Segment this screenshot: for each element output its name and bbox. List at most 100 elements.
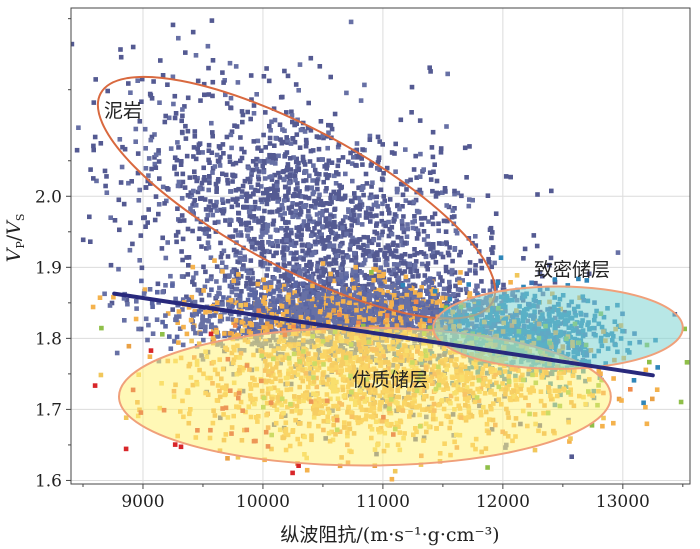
data-point	[370, 281, 375, 287]
data-point	[402, 291, 407, 296]
data-point	[268, 291, 273, 297]
data-point	[188, 190, 194, 195]
data-point	[343, 275, 348, 281]
data-point	[449, 214, 455, 220]
data-point	[117, 227, 122, 233]
data-point	[217, 285, 222, 291]
data-point	[195, 189, 201, 195]
data-point	[367, 302, 372, 308]
data-point	[237, 255, 243, 261]
data-point	[395, 234, 401, 240]
data-point	[426, 310, 432, 315]
data-point	[386, 268, 392, 273]
data-point	[381, 276, 387, 281]
data-point	[358, 98, 364, 103]
data-point	[438, 146, 444, 151]
data-point	[263, 110, 268, 115]
data-point	[404, 318, 409, 323]
data-point	[598, 371, 603, 376]
data-point	[216, 219, 221, 225]
data-point	[380, 290, 385, 295]
data-point	[271, 299, 276, 304]
data-point	[307, 259, 312, 265]
data-point	[227, 234, 232, 240]
data-point	[180, 179, 186, 185]
data-point	[238, 135, 243, 140]
data-point	[329, 200, 334, 205]
data-point	[387, 226, 392, 232]
data-point	[188, 206, 193, 211]
data-point	[239, 189, 245, 194]
data-point	[402, 261, 408, 266]
data-point	[313, 292, 319, 297]
data-point	[320, 261, 326, 266]
data-point	[310, 178, 315, 183]
data-point	[416, 307, 422, 312]
data-point	[278, 95, 284, 100]
data-point	[143, 224, 148, 229]
data-point	[138, 326, 144, 332]
data-point	[391, 267, 397, 273]
data-point	[240, 119, 245, 125]
data-point	[206, 227, 211, 232]
data-point	[384, 284, 390, 290]
data-point	[340, 262, 345, 267]
data-point	[326, 262, 332, 267]
data-point	[473, 270, 478, 276]
data-point	[383, 250, 388, 256]
data-point	[200, 318, 205, 323]
data-point	[275, 187, 280, 193]
data-point	[403, 287, 409, 292]
data-point	[282, 68, 287, 74]
data-point	[335, 144, 341, 150]
data-point	[380, 321, 385, 327]
data-point	[275, 262, 281, 267]
data-point	[411, 296, 417, 301]
data-point	[333, 314, 339, 320]
data-point	[434, 303, 439, 308]
data-point	[399, 238, 404, 244]
data-point	[422, 308, 428, 314]
data-point	[252, 199, 258, 205]
data-point	[245, 275, 250, 281]
data-point	[343, 171, 348, 177]
data-point	[369, 240, 375, 246]
data-point	[439, 307, 445, 313]
data-point	[421, 237, 427, 242]
data-point	[218, 314, 223, 319]
data-point	[361, 234, 367, 240]
data-point	[234, 292, 239, 298]
data-point	[387, 210, 392, 216]
data-point	[366, 239, 372, 244]
data-point	[485, 193, 491, 198]
data-point	[235, 280, 240, 286]
data-point	[275, 243, 281, 249]
data-point	[269, 174, 274, 179]
data-point	[369, 249, 374, 255]
data-point	[271, 288, 277, 294]
data-point	[240, 257, 245, 262]
data-point	[286, 292, 292, 298]
data-point	[333, 261, 339, 266]
data-point	[325, 223, 330, 229]
data-point	[294, 121, 299, 126]
data-point	[186, 305, 192, 310]
data-point	[245, 305, 250, 311]
data-point	[310, 191, 316, 197]
data-point	[300, 154, 306, 160]
data-point	[303, 143, 309, 149]
data-point	[409, 321, 414, 326]
data-point	[270, 243, 276, 248]
data-point	[328, 227, 333, 232]
data-point	[393, 306, 399, 312]
data-point	[280, 312, 286, 317]
data-point	[210, 133, 215, 139]
data-point	[220, 171, 225, 177]
data-point	[379, 176, 385, 181]
data-point	[218, 240, 223, 246]
data-point	[163, 283, 168, 288]
data-point	[326, 158, 332, 164]
data-point	[236, 210, 241, 216]
data-point	[319, 296, 324, 302]
data-point	[239, 155, 245, 161]
